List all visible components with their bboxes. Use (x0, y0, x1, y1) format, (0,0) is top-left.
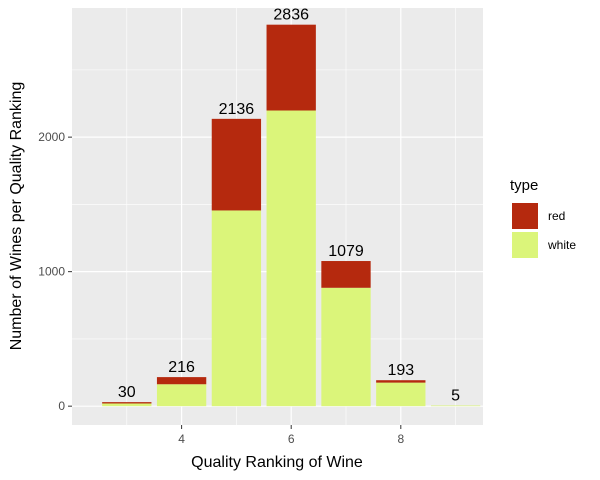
bar-white-6 (266, 110, 316, 407)
bar-red-7 (321, 261, 371, 288)
bar-white-4 (156, 384, 207, 407)
data-labels-layer: 30 216 2136 2836 1079 193 5 (118, 7, 460, 405)
y-axis: 0 1000 2000 (38, 130, 72, 413)
total-label-7: 1079 (328, 243, 364, 260)
bar-red-6 (266, 24, 316, 111)
legend-key-white (512, 232, 538, 258)
bar-red-3 (102, 402, 152, 404)
total-label-3: 30 (118, 384, 136, 401)
y-tick-label: 0 (58, 399, 65, 413)
bars-layer (102, 24, 481, 407)
x-tick-label: 6 (288, 432, 295, 446)
bar-red-4 (156, 377, 207, 385)
total-label-4: 216 (168, 359, 195, 376)
legend-label-red: red (548, 209, 565, 223)
y-axis-title: Number of Wines per Quality Ranking (8, 82, 25, 351)
bar-white-9 (430, 405, 481, 407)
total-label-6: 2836 (273, 7, 309, 24)
total-label-9: 5 (451, 387, 460, 404)
total-label-8: 193 (387, 362, 414, 379)
x-axis-title: Quality Ranking of Wine (191, 454, 363, 471)
x-tick-label: 4 (178, 432, 185, 446)
legend-key-red (512, 203, 538, 229)
y-tick-label: 2000 (38, 130, 65, 144)
legend-title: type (510, 177, 538, 194)
bar-white-3 (102, 403, 152, 407)
total-label-5: 2136 (219, 101, 255, 118)
legend: type red white (510, 177, 576, 258)
bar-red-8 (376, 380, 426, 383)
y-tick-label: 1000 (38, 265, 65, 279)
x-tick-label: 8 (397, 432, 404, 446)
legend-label-white: white (547, 238, 576, 252)
bar-white-8 (376, 382, 426, 407)
bar-white-5 (211, 210, 262, 407)
bar-red-5 (211, 118, 262, 211)
bar-white-7 (321, 287, 371, 407)
x-axis: 4 6 8 (178, 425, 404, 446)
